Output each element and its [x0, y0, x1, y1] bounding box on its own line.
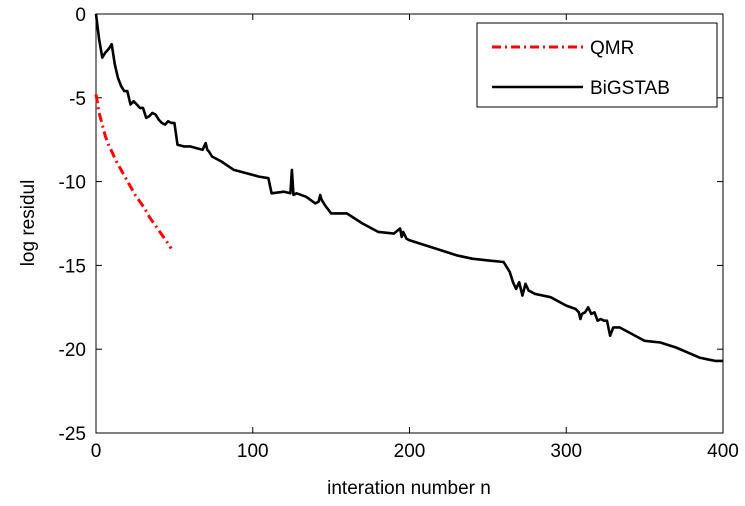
y-axis-label: log residul: [18, 180, 39, 267]
y-tick-label: -5: [69, 89, 86, 110]
y-tick-labels: 0 -5 -10 -15 -20 -25: [59, 5, 86, 445]
x-tick-label: 0: [91, 441, 102, 462]
legend: QMR BiGSTAB: [476, 22, 718, 108]
x-tick-label: 300: [550, 441, 582, 462]
y-tick-label: 0: [75, 5, 86, 26]
x-tick-labels: 0 100 200 300 400: [91, 441, 739, 462]
series-line-bigstab: [94, 13, 723, 363]
y-tick-label: -20: [59, 340, 86, 361]
series-line-qmr: [94, 94, 173, 250]
x-tick-label: 100: [237, 441, 269, 462]
series-layer: [94, 13, 723, 363]
legend-box: [476, 22, 718, 108]
x-tick-label: 200: [394, 441, 426, 462]
y-tick-label: -10: [59, 173, 86, 194]
y-tick-label: -25: [59, 424, 86, 445]
y-tick-label: -15: [59, 256, 86, 277]
x-tick-label: 400: [707, 441, 739, 462]
x-axis-label: interation number n: [327, 478, 491, 499]
legend-label-qmr: QMR: [590, 38, 634, 59]
legend-label-bigstab: BiGSTAB: [590, 78, 670, 99]
